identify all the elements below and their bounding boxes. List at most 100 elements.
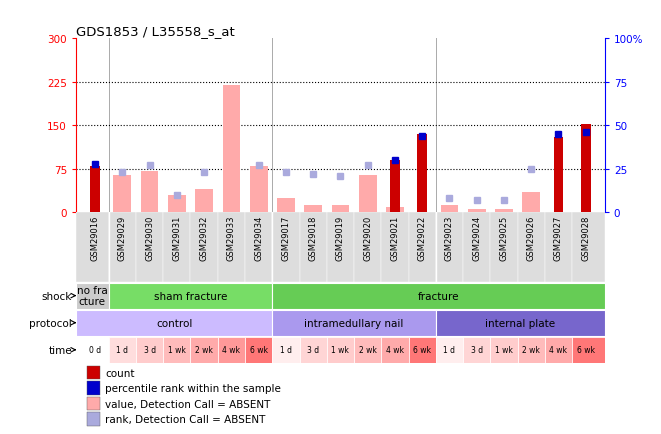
- Bar: [522, 193, 540, 213]
- Text: intramedullary nail: intramedullary nail: [304, 318, 404, 328]
- Text: 1 d: 1 d: [116, 345, 128, 355]
- Bar: [190, 213, 217, 283]
- Text: 3 d: 3 d: [143, 345, 156, 355]
- Text: value, Detection Call = ABSENT: value, Detection Call = ABSENT: [105, 399, 270, 409]
- Bar: [217, 337, 245, 363]
- Text: GSM29028: GSM29028: [581, 215, 590, 260]
- Bar: [195, 190, 213, 213]
- Text: 2 wk: 2 wk: [359, 345, 377, 355]
- Bar: [354, 337, 381, 363]
- Bar: [463, 213, 490, 283]
- Bar: [87, 397, 100, 411]
- Text: protocol: protocol: [29, 318, 72, 328]
- Bar: [490, 337, 518, 363]
- Text: GSM29030: GSM29030: [145, 215, 154, 260]
- Bar: [436, 337, 463, 363]
- Text: 4 wk: 4 wk: [549, 345, 568, 355]
- Bar: [272, 337, 299, 363]
- Bar: [163, 337, 190, 363]
- Text: 4 wk: 4 wk: [222, 345, 241, 355]
- Text: GSM29029: GSM29029: [118, 215, 127, 260]
- Bar: [572, 337, 605, 363]
- Text: 1 wk: 1 wk: [495, 345, 513, 355]
- Bar: [114, 175, 132, 213]
- Bar: [76, 310, 272, 336]
- Text: GSM29019: GSM29019: [336, 215, 345, 260]
- Text: GSM29027: GSM29027: [554, 215, 563, 260]
- Text: 6 wk: 6 wk: [250, 345, 268, 355]
- Bar: [272, 310, 436, 336]
- Bar: [304, 205, 322, 213]
- Bar: [223, 85, 240, 213]
- Text: fracture: fracture: [418, 291, 459, 301]
- Text: GSM29021: GSM29021: [391, 215, 399, 260]
- Bar: [76, 283, 108, 309]
- Text: sham fracture: sham fracture: [154, 291, 227, 301]
- Text: percentile rank within the sample: percentile rank within the sample: [105, 383, 281, 393]
- Bar: [217, 213, 245, 283]
- Bar: [76, 213, 108, 283]
- Bar: [136, 337, 163, 363]
- Text: 4 wk: 4 wk: [386, 345, 404, 355]
- Bar: [136, 213, 163, 283]
- Bar: [545, 213, 572, 283]
- Bar: [108, 283, 272, 309]
- Text: GDS1853 / L35558_s_at: GDS1853 / L35558_s_at: [76, 25, 235, 38]
- Bar: [554, 138, 563, 213]
- Text: control: control: [156, 318, 192, 328]
- Bar: [572, 213, 605, 283]
- Text: 1 d: 1 d: [444, 345, 455, 355]
- Bar: [436, 310, 605, 336]
- Bar: [163, 213, 190, 283]
- Bar: [518, 213, 545, 283]
- Text: GSM29032: GSM29032: [200, 215, 209, 260]
- Text: GSM29031: GSM29031: [173, 215, 181, 260]
- Text: 2 wk: 2 wk: [522, 345, 540, 355]
- Bar: [359, 175, 377, 213]
- Bar: [245, 337, 272, 363]
- Bar: [299, 213, 327, 283]
- Text: GSM29033: GSM29033: [227, 215, 236, 260]
- Text: GSM29022: GSM29022: [418, 215, 427, 260]
- Text: rank, Detection Call = ABSENT: rank, Detection Call = ABSENT: [105, 414, 266, 424]
- Bar: [495, 210, 513, 213]
- Text: 2 wk: 2 wk: [195, 345, 213, 355]
- Bar: [463, 337, 490, 363]
- Bar: [108, 337, 136, 363]
- Bar: [168, 195, 186, 213]
- Text: GSM29020: GSM29020: [363, 215, 372, 260]
- Bar: [87, 412, 100, 426]
- Bar: [381, 213, 408, 283]
- Bar: [408, 337, 436, 363]
- Bar: [545, 337, 572, 363]
- Bar: [381, 337, 408, 363]
- Bar: [272, 283, 605, 309]
- Bar: [518, 337, 545, 363]
- Text: 3 d: 3 d: [471, 345, 483, 355]
- Bar: [87, 366, 100, 380]
- Text: GSM29025: GSM29025: [500, 215, 508, 260]
- Text: GSM29018: GSM29018: [309, 215, 318, 260]
- Bar: [76, 337, 108, 363]
- Text: GSM29034: GSM29034: [254, 215, 263, 260]
- Text: count: count: [105, 368, 135, 378]
- Bar: [250, 167, 268, 213]
- Bar: [190, 337, 217, 363]
- Text: 0 d: 0 d: [89, 345, 101, 355]
- Text: GSM29024: GSM29024: [472, 215, 481, 260]
- Bar: [386, 207, 404, 213]
- Text: 3 d: 3 d: [307, 345, 319, 355]
- Bar: [490, 213, 518, 283]
- Bar: [332, 205, 349, 213]
- Text: time: time: [48, 345, 72, 355]
- Bar: [272, 213, 299, 283]
- Bar: [327, 213, 354, 283]
- Text: 1 d: 1 d: [280, 345, 292, 355]
- Text: 6 wk: 6 wk: [577, 345, 595, 355]
- Bar: [468, 210, 486, 213]
- Text: 6 wk: 6 wk: [413, 345, 431, 355]
- Bar: [417, 135, 427, 213]
- Bar: [354, 213, 381, 283]
- Bar: [141, 171, 159, 213]
- Bar: [408, 213, 436, 283]
